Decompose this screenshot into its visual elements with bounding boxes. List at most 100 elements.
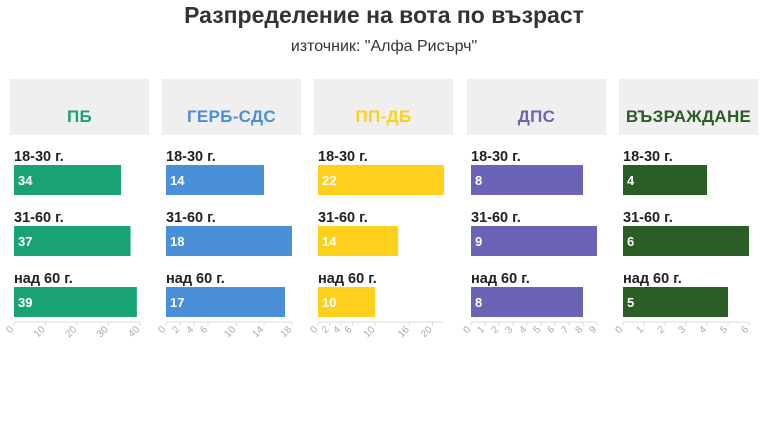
bar [14,226,131,256]
bar [623,287,728,317]
bar [166,226,292,256]
tick-label: 1 [475,324,487,336]
panel-header: ГЕРБ-СДС [162,79,301,135]
panel-chart: 18-30 г. 34 31-60 г. 37 над 60 г. 39 0 10 20 30 40 [4,149,142,340]
panel-header: ПП-ДБ [314,79,453,135]
tick-label: 4 [517,324,529,336]
bar [166,287,285,317]
data-label: 18 [170,234,184,249]
tick-label: 20 [419,324,435,340]
tick-label: 10 [362,324,378,340]
category-label: 31-60 г. [471,210,521,226]
tick-label: 9 [587,324,599,336]
data-label: 37 [18,234,32,249]
tick-label: 2 [655,324,667,336]
tick-label: 0 [156,324,168,336]
panel-header: ПБ [10,79,149,135]
tick-label: 6 [739,324,751,336]
bar [471,226,597,256]
tick-label: 8 [573,324,585,336]
bar [471,165,583,195]
panel-header: ВЪЗРАЖДАНЕ [619,79,758,135]
data-label: 4 [627,173,635,188]
tick-label: 18 [278,324,294,340]
data-label: 8 [475,173,482,188]
panel-title: ДПС [517,107,556,126]
data-label: 8 [475,295,482,310]
category-label: над 60 г. [623,271,682,287]
data-label: 10 [322,295,336,310]
data-label: 14 [322,234,337,249]
bar [623,226,749,256]
category-label: 18-30 г. [623,149,673,165]
data-label: 39 [18,295,32,310]
panel-title: ВЪЗРАЖДАНЕ [625,107,752,126]
tick-label: 30 [95,324,111,340]
tick-label: 10 [32,324,48,340]
category-label: 18-30 г. [166,149,216,165]
chart-title: Разпределение на вота по възраст [184,2,584,28]
category-label: над 60 г. [14,271,73,287]
chart-subtitle: източник: "Алфа Рисърч" [290,38,478,55]
category-label: 31-60 г. [318,210,368,226]
data-label: 14 [170,173,185,188]
panel-header: ДПС [467,79,606,135]
category-label: 31-60 г. [623,210,673,226]
tick-label: 0 [613,324,625,336]
tick-label: 20 [63,324,79,340]
tick-label: 0 [308,324,320,336]
panel-title: ГЕРБ-СДС [186,107,277,126]
category-label: над 60 г. [318,271,377,287]
tick-label: 0 [461,324,473,336]
category-label: 18-30 г. [471,149,521,165]
tick-label: 0 [4,324,16,336]
data-label: 9 [475,234,482,249]
tick-label: 5 [531,324,543,336]
tick-label: 4 [697,324,709,336]
tick-label: 7 [559,324,571,336]
panel-dps: ДПС 18-30 г. 8 31-60 г. 9 над 60 г. 8 0 1 2 3 4 5 6 7… [461,79,606,379]
panel-pb: ПБ 18-30 г. 34 31-60 г. 37 над 60 г. 39 0 10 20 3… [4,79,149,379]
bar [471,287,583,317]
category-label: 31-60 г. [166,210,216,226]
category-label: 31-60 г. [14,210,64,226]
category-label: над 60 г. [471,271,530,287]
tick-label: 6 [198,324,210,336]
bar [318,287,376,317]
tick-label: 2 [320,324,332,336]
bar [166,165,264,195]
bar [14,287,137,317]
tick-label: 14 [250,324,266,340]
tick-label: 3 [676,324,688,336]
tick-label: 4 [331,324,343,336]
tick-label: 16 [396,324,412,340]
tick-label: 4 [184,324,196,336]
tick-label: 2 [489,324,501,336]
category-label: 18-30 г. [318,149,368,165]
tick-label: 10 [222,324,238,340]
tick-label: 6 [545,324,557,336]
bar [318,226,399,256]
bar [623,165,707,195]
tick-label: 2 [170,324,182,336]
data-label: 22 [322,173,336,188]
panel-vazrazhdane: ВЪЗРАЖДАНЕ 18-30 г. 4 31-60 г. 6 над 60 г. 5 0… [613,79,758,379]
category-label: над 60 г. [166,271,225,287]
category-label: 18-30 г. [14,149,64,165]
panel-title: ПП-ДБ [355,107,412,126]
tick-label: 40 [126,324,142,340]
panel-pp-db: ПП-ДБ 18-30 г. 22 31-60 г. 14 над 60 г. 10 0 2 4… [308,79,453,379]
bar [318,165,444,195]
panel-chart: 18-30 г. 14 31-60 г. 18 над 60 г. 17 0 2 4 6 10 14 1… [156,149,294,340]
panel-chart: 18-30 г. 22 31-60 г. 14 над 60 г. 10 0 2 4 6 10 16 2… [308,149,444,340]
data-label: 5 [627,295,634,310]
data-label: 34 [18,173,33,188]
data-label: 17 [170,295,184,310]
panel-title: ПБ [66,107,93,126]
tick-label: 1 [634,324,646,336]
tick-label: 5 [718,324,730,336]
tick-label: 6 [343,324,355,336]
tick-label: 3 [503,324,515,336]
